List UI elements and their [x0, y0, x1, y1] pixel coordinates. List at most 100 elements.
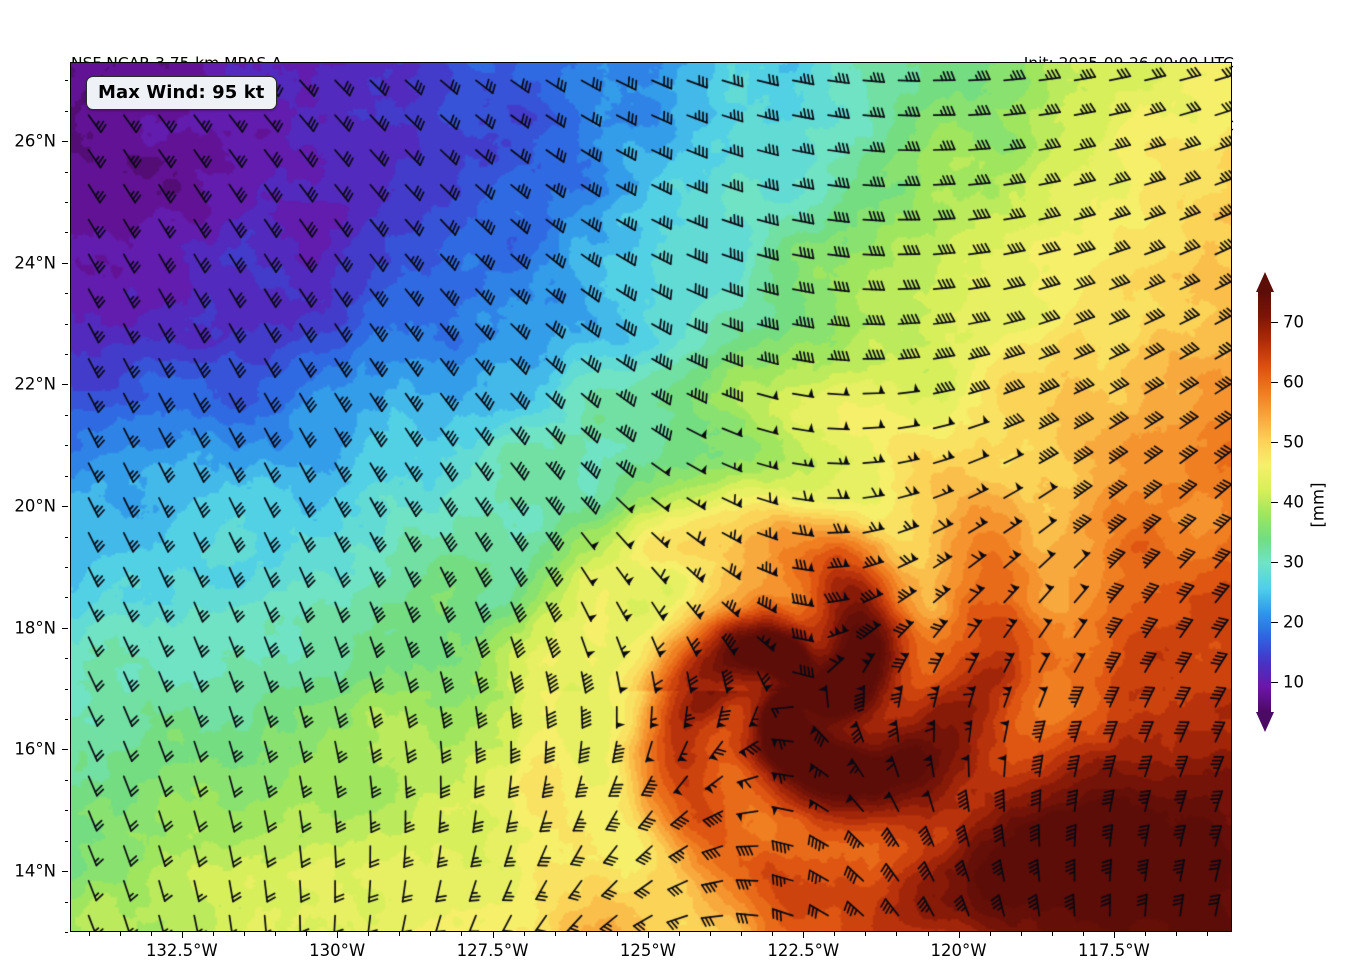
y-tick-label: 14°N	[14, 861, 56, 881]
y-tick-minor	[64, 354, 68, 356]
x-tick	[181, 932, 183, 938]
y-tick	[62, 141, 68, 143]
y-tick-minor	[64, 901, 68, 903]
y-tick-minor	[64, 110, 68, 112]
y-tick-minor	[64, 171, 68, 173]
y-tick-minor	[64, 840, 68, 842]
x-tick	[958, 932, 960, 938]
x-tick-label: 125°W	[619, 941, 676, 960]
x-tick-minor	[399, 932, 401, 936]
x-tick-minor	[88, 932, 90, 936]
y-tick-minor	[64, 810, 68, 812]
y-tick-minor	[64, 475, 68, 477]
x-tick-minor	[710, 932, 712, 936]
x-tick-minor	[1176, 932, 1178, 936]
y-tick-minor	[64, 597, 68, 599]
x-tick-minor	[1207, 932, 1209, 936]
colorbar-gradient	[1258, 292, 1271, 712]
colorbar-tick-label: 20	[1283, 612, 1304, 632]
colorbar	[1255, 272, 1274, 732]
x-tick-minor	[554, 932, 556, 936]
x-tick-label: 120°W	[930, 941, 987, 960]
y-tick-minor	[64, 414, 68, 416]
y-tick-minor	[64, 232, 68, 234]
x-tick-minor	[1020, 932, 1022, 936]
x-tick-minor	[1051, 932, 1053, 936]
y-tick	[62, 749, 68, 751]
y-tick-label: 26°N	[14, 131, 56, 151]
x-tick-minor	[243, 932, 245, 936]
colorbar-tick-label: 40	[1283, 492, 1304, 512]
colorbar-tick	[1271, 562, 1278, 564]
x-tick-minor	[865, 932, 867, 936]
y-tick-minor	[64, 80, 68, 82]
x-tick-minor	[927, 932, 929, 936]
x-tick-label: 127.5°W	[456, 941, 529, 960]
x-tick	[492, 932, 494, 938]
y-tick	[62, 262, 68, 264]
y-tick-minor	[64, 658, 68, 660]
x-tick-label: 122.5°W	[767, 941, 840, 960]
x-tick-minor	[523, 932, 525, 936]
colorbar-tick	[1271, 622, 1278, 624]
x-tick-minor	[834, 932, 836, 936]
y-tick-minor	[64, 932, 68, 933]
precipitable-water-field	[71, 63, 1231, 931]
y-tick-minor	[64, 323, 68, 325]
x-tick-minor	[678, 932, 680, 936]
x-tick-minor	[989, 932, 991, 936]
y-tick-minor	[64, 566, 68, 568]
x-tick-minor	[585, 932, 587, 936]
colorbar-tick	[1271, 382, 1278, 384]
y-tick-minor	[64, 445, 68, 447]
colorbar-tick	[1271, 682, 1278, 684]
colorbar-tick	[1271, 322, 1278, 324]
y-tick-minor	[64, 779, 68, 781]
x-tick-minor	[896, 932, 898, 936]
x-tick	[803, 932, 805, 938]
y-tick-minor	[64, 719, 68, 721]
y-tick	[62, 384, 68, 386]
colorbar-extend-top-icon	[1255, 272, 1274, 292]
x-tick-minor	[119, 932, 121, 936]
y-tick	[62, 871, 68, 873]
colorbar-tick-label: 60	[1283, 372, 1304, 392]
x-tick-minor	[275, 932, 277, 936]
x-tick	[337, 932, 339, 938]
y-tick	[62, 506, 68, 508]
wind-barb-layer	[71, 63, 1231, 931]
colorbar-tick-label: 10	[1283, 672, 1304, 692]
y-tick-label: 18°N	[14, 618, 56, 638]
x-tick-minor	[1145, 932, 1146, 936]
x-tick	[1113, 932, 1115, 938]
x-tick-label: 130°W	[309, 941, 366, 960]
y-tick-minor	[64, 536, 68, 538]
colorbar-tick-label: 30	[1283, 552, 1304, 572]
x-tick-minor	[212, 932, 214, 936]
x-tick-minor	[306, 932, 308, 936]
x-tick-label: 132.5°W	[145, 941, 218, 960]
colorbar-tick-label: 50	[1283, 432, 1304, 452]
max-wind-annotation: Max Wind: 95 kt	[86, 76, 277, 110]
colorbar-extend-bottom-icon	[1255, 712, 1274, 732]
colorbar-tick-label: 70	[1283, 312, 1304, 332]
x-tick-minor	[1082, 932, 1084, 936]
x-tick-minor	[430, 932, 432, 936]
y-tick-minor	[64, 688, 68, 690]
x-tick	[647, 932, 649, 938]
colorbar-tick	[1271, 502, 1278, 504]
colorbar-title: [mm]	[1308, 482, 1328, 528]
x-tick-minor	[741, 932, 743, 936]
y-tick-minor	[64, 201, 68, 203]
y-tick-label: 24°N	[14, 253, 56, 273]
y-tick	[62, 627, 68, 629]
y-tick-label: 16°N	[14, 739, 56, 759]
y-tick-label: 20°N	[14, 496, 56, 516]
x-tick-minor	[368, 932, 370, 936]
x-tick-minor	[772, 932, 774, 936]
colorbar-tick	[1271, 442, 1278, 444]
x-tick-minor	[616, 932, 618, 936]
x-tick-minor	[461, 932, 463, 936]
x-tick-minor	[150, 932, 152, 936]
y-tick-minor	[64, 293, 68, 295]
